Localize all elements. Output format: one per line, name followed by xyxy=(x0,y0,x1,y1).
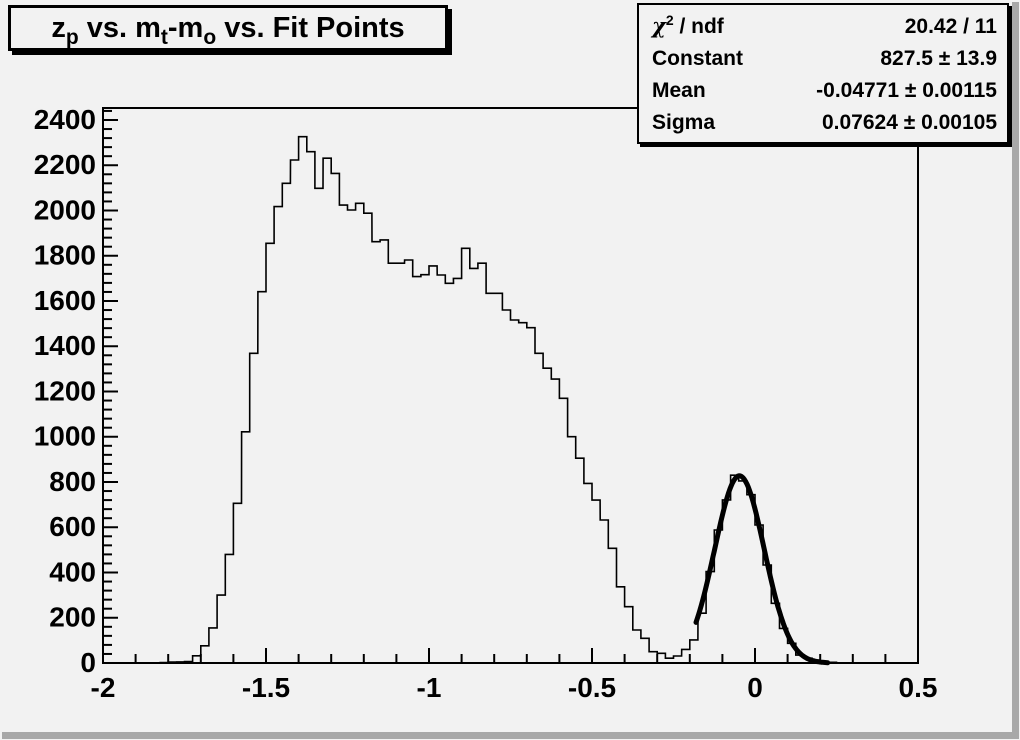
y-tick-label: 2200 xyxy=(34,149,96,180)
title-subscript: o xyxy=(203,25,217,49)
title-segment: vs. m xyxy=(78,11,161,44)
y-tick-label: 1800 xyxy=(34,240,96,271)
x-tick-label: -1 xyxy=(417,672,442,703)
stat-label: Constant xyxy=(652,47,743,70)
title-segment: -m xyxy=(167,11,204,44)
stat-value: -0.04771 ± 0.00115 xyxy=(816,79,997,102)
y-tick-label: 2000 xyxy=(34,194,96,225)
stats-box: χ2 / ndf 20.42 / 11 Constant 827.5 ± 13.9 Me… xyxy=(637,3,1009,144)
title-subscript: p xyxy=(65,25,79,49)
stat-value: 20.42 / 11 xyxy=(904,15,997,38)
y-tick-label: 400 xyxy=(49,556,96,587)
stat-row: Constant 827.5 ± 13.9 xyxy=(639,47,1007,71)
y-tick-label: 1400 xyxy=(34,330,96,361)
plot-title: zp vs. mt-mo vs. Fit Points xyxy=(51,11,405,49)
histogram-step-line xyxy=(103,135,918,664)
title-segment: z xyxy=(51,11,66,44)
title-box: zp vs. mt-mo vs. Fit Points xyxy=(8,5,448,51)
stat-row: Mean -0.04771 ± 0.00115 xyxy=(639,79,1007,103)
y-tick-label: 2400 xyxy=(34,104,96,135)
x-tick-label: 0.5 xyxy=(899,672,938,703)
y-tick-label: 1600 xyxy=(34,285,96,316)
title-subscript: t xyxy=(160,25,168,49)
canvas-bevel-bottom xyxy=(2,732,1019,739)
x-tick-label: -1.5 xyxy=(242,672,290,703)
gaussian-fit-curve xyxy=(693,473,831,666)
y-tick-label: 200 xyxy=(49,602,96,633)
y-tick-label: 800 xyxy=(49,466,96,497)
y-tick-label: 1200 xyxy=(34,375,96,406)
stat-row: Sigma 0.07624 ± 0.00105 xyxy=(639,111,1007,135)
chi-symbol: χ xyxy=(652,13,666,38)
stat-label: χ2 / ndf xyxy=(652,12,724,38)
y-tick-label: 1000 xyxy=(34,421,96,452)
x-tick-label: -0.5 xyxy=(568,672,616,703)
title-segment: vs. Fit Points xyxy=(216,11,405,44)
plot-frame xyxy=(102,107,919,664)
y-tick-label: 600 xyxy=(49,511,96,542)
stat-label: Sigma xyxy=(652,111,716,134)
stat-value: 0.07624 ± 0.00105 xyxy=(821,111,997,134)
canvas-bevel-right xyxy=(1012,2,1019,739)
x-tick-label: -2 xyxy=(91,672,116,703)
y-tick-label: 0 xyxy=(80,647,96,678)
stat-label: Mean xyxy=(652,79,706,102)
stat-value: 827.5 ± 13.9 xyxy=(880,47,997,70)
stat-row: χ2 / ndf 20.42 / 11 xyxy=(639,12,1007,39)
x-tick-label: 0 xyxy=(747,672,763,703)
